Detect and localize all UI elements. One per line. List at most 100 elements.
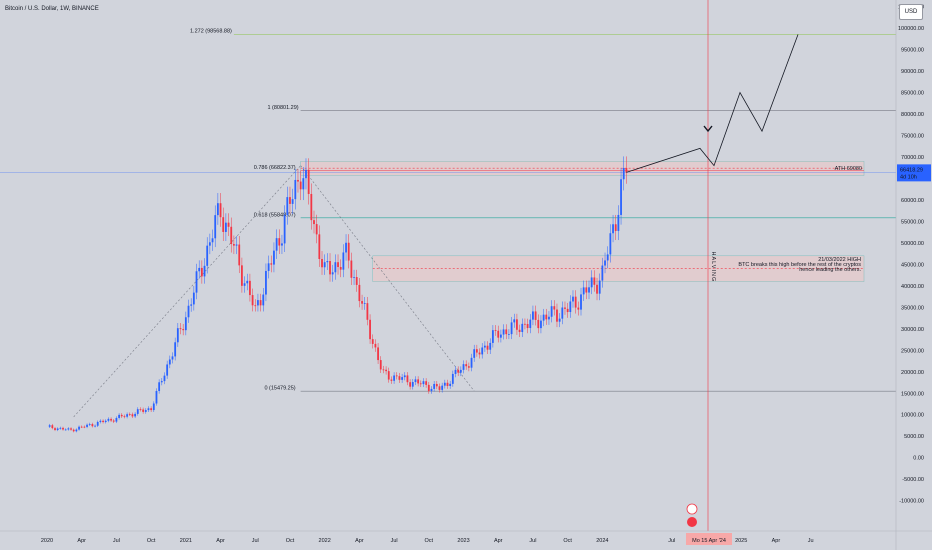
candle-body [387, 371, 390, 380]
x-tick-label: Apr [772, 538, 781, 544]
candle-body [540, 320, 542, 329]
candle-body [147, 408, 150, 411]
candle-body [446, 382, 449, 386]
candle-body [67, 428, 70, 430]
candle-body [72, 429, 75, 432]
x-tick-label: Jul [668, 538, 675, 544]
candle-body [593, 277, 596, 285]
candle-body [262, 294, 265, 306]
candle-body [585, 287, 588, 293]
candle-body [179, 328, 182, 330]
candle-body [350, 260, 353, 278]
candle-body [294, 179, 297, 200]
candle-body [467, 366, 470, 368]
candle-body [382, 369, 385, 371]
candle-body [622, 167, 625, 180]
x-tick-label: Apr [216, 538, 225, 544]
candle-body [596, 284, 598, 294]
y-tick-label: -10000.00 [899, 499, 924, 505]
candle-body [313, 220, 315, 225]
candle-body [475, 349, 478, 353]
candle-body [427, 384, 430, 392]
candle-body [329, 261, 331, 275]
candle-body [83, 426, 86, 428]
candle-body [409, 382, 412, 387]
candle-body [222, 217, 225, 232]
candle-body [529, 319, 532, 329]
candle-body [208, 242, 211, 246]
candle-body [331, 272, 334, 275]
fib-label: 0 (15479.25) [264, 386, 295, 392]
candle-body [582, 287, 585, 295]
candle-body [273, 250, 275, 265]
candle-body [459, 369, 462, 373]
candle-body [342, 252, 345, 270]
candle-body [353, 277, 355, 278]
candle-body [561, 307, 564, 319]
candle-body [158, 382, 161, 391]
y-tick-label: 80000.00 [901, 112, 924, 118]
candle-body [505, 329, 508, 335]
candle-body [56, 428, 59, 431]
fib-label: 0.618 (55848.07) [254, 212, 296, 218]
candle-body [510, 322, 513, 335]
x-tick-label: Apr [355, 538, 364, 544]
candle-body [497, 330, 500, 338]
candle-body [227, 222, 230, 227]
candle-body [406, 375, 409, 383]
candle-body [112, 420, 115, 422]
candle-body [176, 328, 179, 343]
candle-body [430, 388, 433, 392]
candle-body [548, 316, 550, 320]
candle-body [128, 414, 131, 416]
candle-body [508, 334, 510, 335]
candle-body [254, 305, 257, 307]
candle-body [235, 244, 238, 246]
y-tick-label: 0.00 [913, 456, 924, 462]
candle-body [192, 292, 195, 305]
candle-body [299, 181, 302, 190]
candle-body [417, 379, 420, 384]
candle-body [94, 425, 96, 427]
candle-body [379, 360, 382, 370]
candle-body [334, 262, 337, 273]
x-tick-label: Ju [808, 538, 814, 544]
candle-body [574, 296, 577, 308]
candle-body [374, 343, 377, 348]
candle-body [457, 369, 460, 373]
candle-body [532, 311, 534, 320]
candle-body [305, 169, 307, 179]
candle-body [470, 357, 473, 368]
x-tick-label: Apr [494, 538, 503, 544]
candle-body [326, 261, 329, 263]
candle-body [494, 330, 497, 331]
candle-body [78, 426, 80, 430]
y-tick-label: 85000.00 [901, 91, 924, 97]
candle-body [558, 318, 561, 322]
candle-body [489, 342, 492, 350]
candle-body [534, 311, 537, 320]
candle-body [454, 369, 457, 374]
projection-marker [703, 125, 713, 133]
candle-body [366, 303, 369, 320]
candle-body [184, 317, 187, 331]
y-tick-label: 60000.00 [901, 198, 924, 204]
y-tick-label: 5000.00 [904, 434, 924, 440]
candle-body [577, 307, 580, 310]
currency-button[interactable]: USD [899, 4, 923, 20]
candle-body [102, 420, 104, 423]
candle-body [187, 305, 190, 318]
candle-body [377, 347, 379, 361]
x-cursor-label: Mo 15 Apr '24 [692, 538, 726, 544]
candle-body [478, 352, 481, 355]
candle-body [355, 277, 358, 285]
candle-body [518, 329, 521, 333]
chart-title: Bitcoin / U.S. Dollar, 1W, BINANCE [5, 6, 99, 12]
candle-body [556, 309, 558, 322]
candle-body [238, 244, 241, 266]
x-tick-label: Oct [563, 538, 572, 544]
ath-label: ATH 69080 [835, 166, 862, 172]
